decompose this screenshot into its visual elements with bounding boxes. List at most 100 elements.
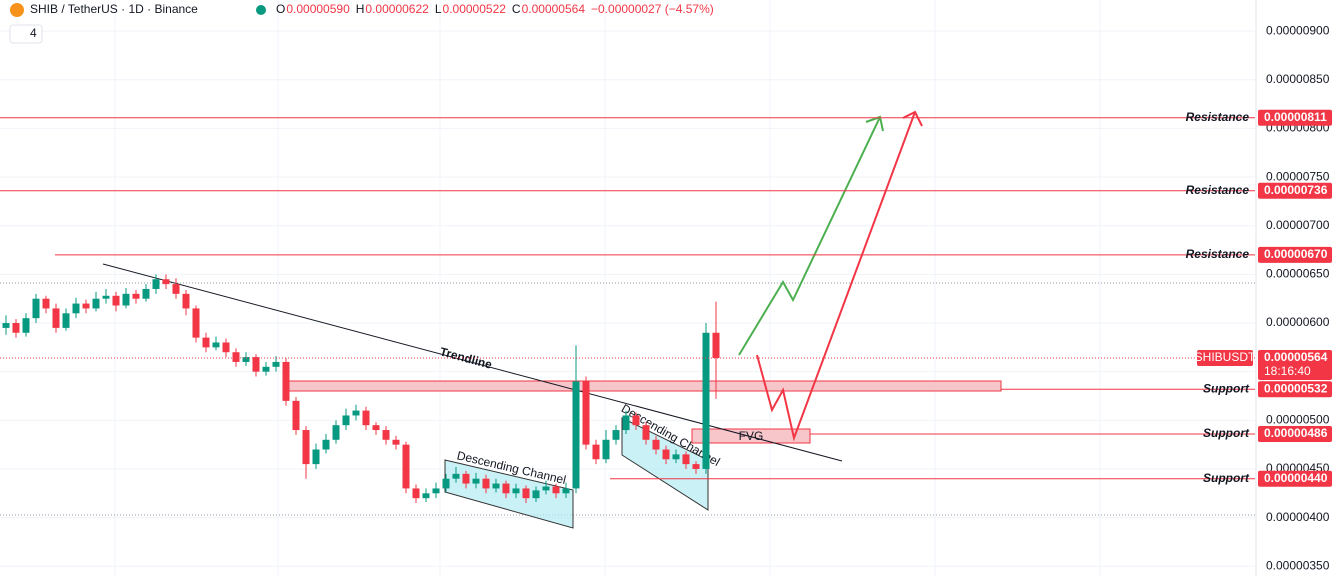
candle-body: [142, 288, 150, 299]
candle-body: [552, 486, 560, 494]
candle-body: [712, 332, 720, 359]
price-badge: [1258, 350, 1332, 381]
candle-body: [442, 478, 450, 489]
candle-body: [32, 298, 40, 319]
candle-body: [562, 488, 570, 494]
candle-body: [682, 454, 690, 465]
y-tick-label: 0.00000500: [1266, 412, 1330, 426]
candle-body: [322, 439, 330, 450]
candle-body: [272, 361, 280, 367]
candle-body: [412, 488, 420, 499]
ohlc-key: C: [512, 2, 521, 16]
candle-body: [582, 381, 590, 445]
candle-body: [512, 488, 520, 494]
candle-body: [592, 444, 600, 460]
red-arrowhead: [902, 110, 923, 127]
y-tick-label: 0.00000400: [1266, 510, 1330, 524]
level-badge: [1258, 470, 1332, 487]
candle-body: [432, 488, 440, 494]
candle-body: [452, 473, 460, 479]
level-label: Resistance: [1186, 247, 1250, 261]
candle-body: [62, 313, 70, 328]
countdown: 18:16:40: [1264, 364, 1311, 378]
candle-body: [182, 293, 190, 309]
y-tick-label: 0.00000700: [1266, 218, 1330, 232]
level-badge: [1258, 425, 1332, 442]
status-dot: [256, 5, 266, 15]
candle-body: [22, 318, 30, 333]
level-badge: [1258, 246, 1332, 263]
drawings: Trendline Descending Channel Descending …: [0, 110, 1255, 529]
red-path: [756, 111, 916, 442]
candle-body: [702, 332, 710, 469]
candle-body: [332, 425, 340, 440]
level-label: Resistance: [1186, 110, 1250, 124]
change: −0.00000027 (−4.57%): [591, 2, 714, 16]
indicator-count: 4: [30, 26, 37, 40]
candle-body: [502, 483, 510, 494]
ohlc-key: H: [356, 2, 365, 16]
candle-body: [302, 430, 310, 465]
trendline-label: Trendline: [438, 344, 493, 371]
candle-body: [202, 337, 210, 348]
candle-body: [462, 473, 470, 484]
candle-body: [572, 381, 580, 489]
level-value: 0.00000532: [1264, 381, 1328, 395]
candle-body: [382, 430, 390, 440]
level-badge: [1258, 381, 1332, 398]
candle-body: [622, 415, 630, 431]
green-arrowhead: [865, 115, 884, 132]
candle-body: [2, 323, 10, 328]
ohlc-key: L: [435, 2, 442, 16]
support-zone: [285, 380, 1002, 392]
level-badge: [1258, 182, 1332, 199]
candle-body: [472, 478, 480, 484]
indicator-badge[interactable]: [9, 24, 43, 44]
candle-body: [72, 303, 80, 314]
candle-body: [612, 430, 620, 440]
candle-body: [52, 308, 60, 328]
candle-body: [102, 295, 110, 299]
candle-body: [312, 449, 320, 465]
level-value: 0.00000670: [1264, 247, 1328, 261]
candle-body: [632, 415, 640, 426]
y-tick-label: 0.00000850: [1266, 72, 1330, 86]
candle-body: [122, 293, 130, 306]
candle-body: [532, 490, 540, 499]
y-tick-label: 0.00000650: [1266, 267, 1330, 281]
candle-body: [112, 295, 120, 306]
candle-body: [252, 357, 260, 372]
candle-body: [542, 486, 550, 491]
candle-body: [352, 410, 360, 416]
y-tick-label: 0.00000600: [1266, 315, 1330, 329]
trendline: [102, 263, 843, 462]
candle-body: [282, 361, 290, 401]
ohlc-value: 0.00000590: [286, 2, 350, 16]
ohlc-value: 0.00000622: [365, 2, 429, 16]
fvg-label: FVG: [739, 429, 764, 443]
candle-body: [642, 425, 650, 440]
price-value: 0.00000564: [1264, 350, 1328, 364]
candle-body: [232, 352, 240, 362]
green-path: [738, 116, 881, 356]
fvg-zone: [691, 428, 811, 444]
candle-body: [482, 478, 490, 489]
candle-body: [132, 293, 140, 299]
level-value: 0.00000736: [1264, 183, 1328, 197]
candle-body: [82, 303, 90, 309]
candle-body: [222, 342, 230, 353]
candle-body: [262, 366, 270, 372]
level-label: Support: [1203, 381, 1250, 395]
candle-body: [662, 449, 670, 460]
candle-body: [422, 493, 430, 499]
candle-body: [92, 298, 100, 309]
y-tick-label: 0.00000350: [1266, 558, 1330, 572]
level-label: Support: [1203, 426, 1250, 440]
candle-body: [392, 439, 400, 445]
candle-body: [292, 400, 300, 431]
ohlc-key: O: [276, 2, 285, 16]
grid: [0, 0, 1255, 576]
header: SHIB / TetherUS · 1D · Binance 4: [9, 2, 266, 44]
level-label: Support: [1203, 471, 1250, 485]
